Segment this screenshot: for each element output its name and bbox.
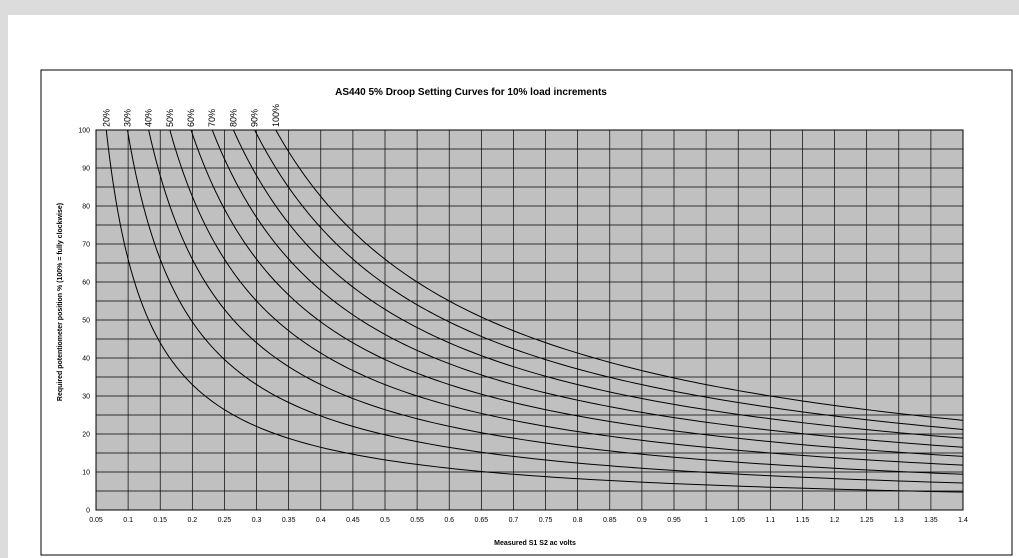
chart-title: AS440 5% Droop Setting Curves for 10% lo… xyxy=(335,87,607,98)
y-tick-label: 40 xyxy=(82,356,90,363)
x-tick-labels: 0.05 0.1 0.15 0.2 0.25 0.3 0.35 0.4 0.45 0.5 0.55 0… xyxy=(89,517,968,524)
x-tick-label: 0.45 xyxy=(346,517,360,524)
series-label-50pct: 50% xyxy=(165,109,175,127)
x-tick-label: 0.25 xyxy=(218,517,232,524)
x-tick-label: 1.25 xyxy=(860,517,874,524)
x-tick-label: 0.15 xyxy=(153,517,167,524)
x-tick-label: 0.5 xyxy=(380,517,390,524)
x-tick-label: 1.2 xyxy=(830,517,840,524)
x-tick-label: 1.35 xyxy=(924,517,938,524)
series-label-90pct: 90% xyxy=(250,109,260,127)
y-tick-label: 70 xyxy=(82,242,90,249)
series-labels: 20% 30% 40% 50% 60% 70% 80% 90% 100% xyxy=(101,104,281,127)
y-tick-label: 50 xyxy=(82,318,90,325)
series-line-60pct xyxy=(190,129,964,457)
series-line-20pct xyxy=(105,129,964,493)
chart-svg: AS440 5% Droop Setting Curves for 10% lo… xyxy=(40,69,1013,556)
y-tick-labels: 0 10 20 30 40 50 60 70 80 90 100 xyxy=(78,128,90,515)
y-tick-label: 100 xyxy=(78,128,90,135)
x-tick-label: 0.2 xyxy=(187,517,197,524)
x-tick-label: 1.15 xyxy=(796,517,810,524)
x-tick-label: 0.9 xyxy=(637,517,647,524)
x-tick-label: 0.95 xyxy=(667,517,681,524)
x-tick-label: 0.35 xyxy=(282,517,296,524)
series-line-80pct xyxy=(232,129,964,439)
x-tick-label: 0.1 xyxy=(123,517,133,524)
series-label-30pct: 30% xyxy=(122,109,132,127)
y-tick-label: 0 xyxy=(86,508,90,515)
series-label-100pct: 100% xyxy=(271,104,281,127)
y-tick-label: 60 xyxy=(82,280,90,287)
y-tick-label: 30 xyxy=(82,394,90,401)
y-tick-label: 90 xyxy=(82,166,90,173)
series-label-70pct: 70% xyxy=(207,109,217,127)
x-tick-label: 0.7 xyxy=(509,517,519,524)
y-axis-label: Required potentiometer position % (100% … xyxy=(57,203,64,401)
x-tick-label: 0.3 xyxy=(252,517,262,524)
series-label-20pct: 20% xyxy=(101,109,111,127)
x-tick-label: 1.1 xyxy=(765,517,775,524)
chart-sheet: AS440 5% Droop Setting Curves for 10% lo… xyxy=(8,15,1019,558)
series-lines xyxy=(105,129,964,493)
y-tick-label: 10 xyxy=(82,470,90,477)
x-tick-label: 0.6 xyxy=(444,517,454,524)
grid-lines xyxy=(95,129,964,511)
x-tick-label: 1.3 xyxy=(894,517,904,524)
series-line-50pct xyxy=(169,129,964,466)
series-line-70pct xyxy=(211,129,964,448)
x-tick-label: 1 xyxy=(704,517,708,524)
series-line-100pct xyxy=(275,129,964,421)
x-tick-label: 0.65 xyxy=(475,517,489,524)
series-label-60pct: 60% xyxy=(186,109,196,127)
x-tick-label: 0.4 xyxy=(316,517,326,524)
series-line-90pct xyxy=(254,129,964,430)
series-line-30pct xyxy=(126,129,964,484)
y-tick-label: 80 xyxy=(82,204,90,211)
x-axis-label: Measured S1 S2 ac volts xyxy=(494,540,576,547)
x-tick-label: 0.8 xyxy=(573,517,583,524)
y-tick-label: 20 xyxy=(82,432,90,439)
x-tick-label: 0.55 xyxy=(410,517,424,524)
series-line-40pct xyxy=(148,129,964,475)
series-label-40pct: 40% xyxy=(144,109,154,127)
series-label-80pct: 80% xyxy=(228,109,238,127)
x-tick-label: 1.05 xyxy=(731,517,745,524)
x-tick-label: 0.05 xyxy=(89,517,103,524)
x-tick-label: 0.75 xyxy=(539,517,553,524)
x-tick-label: 0.85 xyxy=(603,517,617,524)
x-tick-label: 1.4 xyxy=(958,517,968,524)
